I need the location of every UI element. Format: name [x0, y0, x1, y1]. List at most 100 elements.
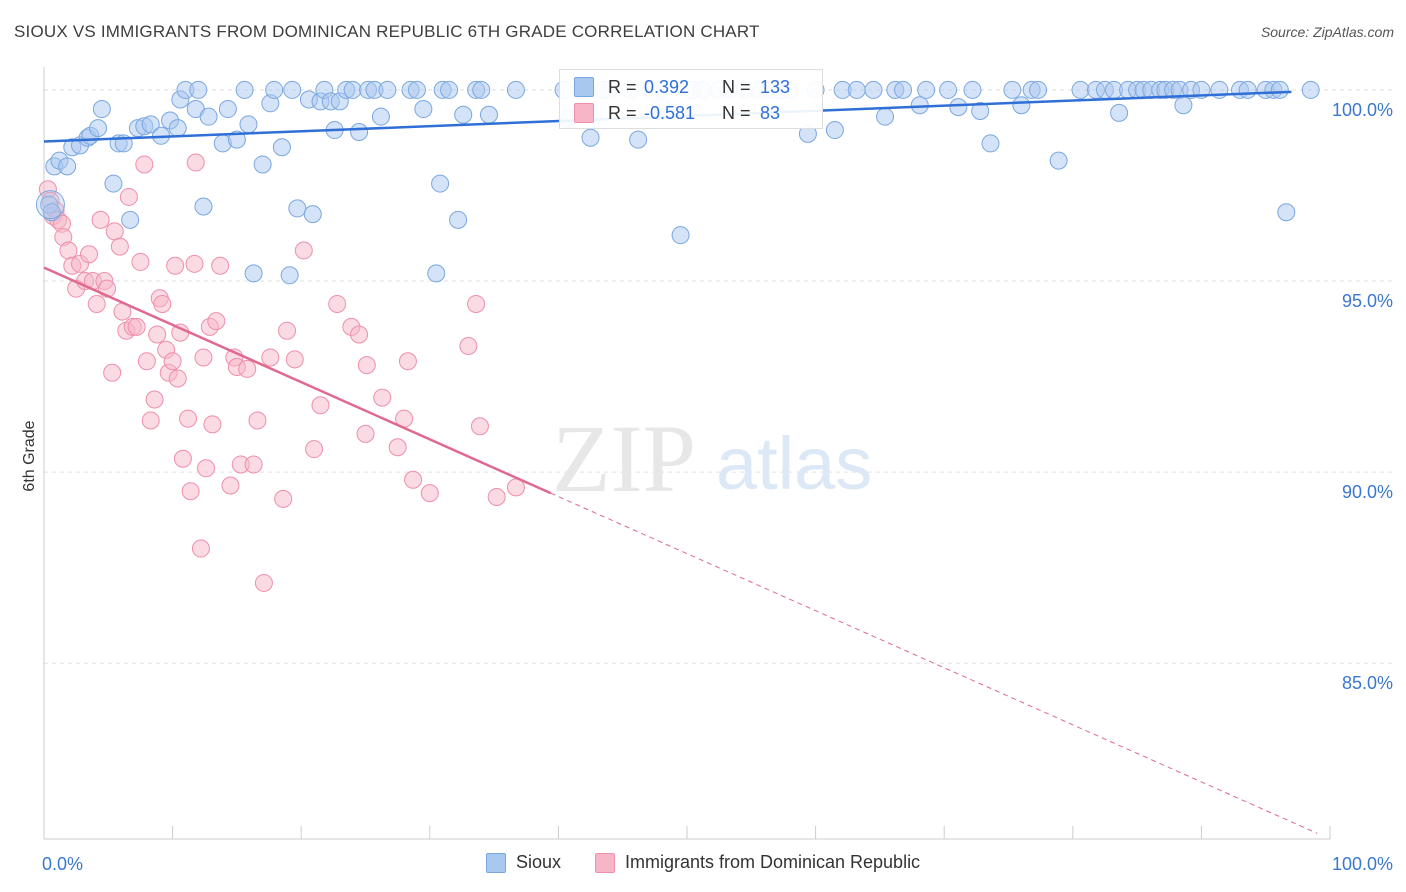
data-point-dominican	[166, 256, 185, 275]
data-point-dominican	[404, 470, 423, 489]
data-point-sioux	[971, 101, 990, 120]
data-point-sioux	[449, 210, 468, 229]
data-point-dominican	[305, 440, 324, 459]
data-point-sioux	[1174, 96, 1193, 115]
legend-label-sioux: Sioux	[515, 852, 561, 872]
data-point-sioux	[440, 80, 459, 99]
data-point-sioux	[1270, 80, 1289, 99]
series-dominican-points	[38, 153, 525, 592]
tick-labels: 100.0% 95.0% 90.0% 85.0% 0.0% 100.0%	[42, 100, 1393, 874]
data-point-dominican	[261, 348, 280, 367]
data-point-dominican	[91, 210, 110, 229]
data-point-dominican	[420, 484, 439, 503]
data-point-sioux	[414, 100, 433, 119]
data-point-sioux	[629, 130, 648, 149]
data-point-dominican	[373, 388, 392, 407]
data-point-dominican	[110, 237, 129, 256]
data-point-sioux	[89, 119, 108, 138]
data-point-sioux	[272, 138, 291, 157]
correlation-legend: R = 0.392 N = 133 R = -0.581 N = 83	[559, 69, 823, 129]
data-point-dominican	[211, 256, 230, 275]
data-point-sioux	[227, 130, 246, 149]
data-point-sioux	[141, 115, 160, 134]
data-point-sioux	[92, 100, 111, 119]
data-point-sioux	[168, 119, 187, 138]
y-tick-label: 90.0%	[1342, 482, 1393, 502]
data-point-sioux	[244, 264, 263, 283]
data-point-dominican	[207, 312, 226, 331]
legend-r-value: -0.581	[644, 102, 696, 123]
data-point-sioux	[431, 174, 450, 193]
data-point-sioux	[378, 80, 397, 99]
legend-swatch-dominican	[574, 103, 594, 123]
data-point-dominican	[145, 390, 164, 409]
legend-item-sioux[interactable]: Sioux	[485, 852, 561, 873]
data-point-sioux	[343, 80, 362, 99]
data-point-dominican	[311, 396, 330, 415]
data-point-dominican	[194, 348, 213, 367]
data-point-dominican	[173, 449, 192, 468]
data-point-dominican	[221, 476, 240, 495]
data-point-sioux	[671, 226, 690, 245]
legend-label-dominican: Immigrants from Dominican Republic	[624, 852, 921, 872]
data-point-sioux	[917, 80, 936, 99]
legend-swatch-dominican	[594, 852, 615, 873]
data-point-sioux	[283, 80, 302, 99]
legend-swatch-sioux	[485, 852, 506, 873]
legend-row-dominican: R = -0.581 N = 83	[574, 100, 780, 126]
watermark-zip: ZIP	[552, 405, 696, 512]
data-point-dominican	[185, 254, 204, 273]
data-point-dominican	[248, 411, 267, 430]
watermark: ZIP atlas	[552, 405, 872, 512]
data-point-sioux	[939, 80, 958, 99]
data-point-dominican	[127, 317, 146, 336]
data-point-sioux	[218, 100, 237, 119]
data-point-sioux	[1049, 151, 1068, 170]
data-point-dominican	[181, 482, 200, 501]
data-point-sioux	[194, 197, 213, 216]
legend-r-label: R =	[608, 76, 637, 97]
data-point-dominican	[137, 352, 156, 371]
data-point-dominican	[186, 153, 205, 172]
legend-n-label: N =	[722, 76, 751, 97]
data-point-sioux	[280, 266, 299, 285]
data-point-dominican	[285, 350, 304, 369]
data-point-dominican	[131, 252, 150, 271]
data-point-dominican	[487, 487, 506, 506]
data-point-sioux	[847, 80, 866, 99]
data-point-dominican	[80, 245, 99, 264]
data-point-dominican	[135, 155, 154, 174]
data-point-sioux	[1110, 103, 1129, 122]
x-tick-label: 0.0%	[42, 854, 83, 874]
data-point-sioux	[1301, 80, 1320, 99]
data-point-sioux	[1238, 80, 1257, 99]
trend-line-dominican-extrapolated	[550, 492, 1318, 834]
data-point-sioux	[58, 157, 77, 176]
data-point-dominican	[350, 325, 369, 344]
data-point-dominican	[191, 539, 210, 558]
data-point-sioux	[371, 107, 390, 126]
data-point-dominican	[294, 241, 313, 260]
data-point-dominican	[119, 187, 138, 206]
data-point-dominican	[459, 336, 478, 355]
legend-item-dominican[interactable]: Immigrants from Dominican Republic	[594, 852, 921, 873]
legend-n-value: 83	[760, 102, 781, 123]
data-point-sioux	[472, 80, 491, 99]
legend-r-label: R =	[608, 102, 637, 123]
x-tick-label: 100.0%	[1332, 854, 1393, 874]
data-point-sioux	[963, 80, 982, 99]
legend-row-sioux: R = 0.392 N = 133	[574, 74, 790, 100]
data-point-dominican	[388, 438, 407, 457]
data-point-sioux	[35, 190, 65, 220]
data-point-dominican	[274, 489, 293, 508]
data-point-dominican	[153, 294, 172, 313]
data-point-sioux	[121, 210, 140, 229]
data-point-dominican	[357, 356, 376, 375]
data-point-dominican	[467, 294, 486, 313]
data-point-dominican	[105, 222, 124, 241]
data-point-sioux	[199, 107, 218, 126]
data-point-dominican	[179, 409, 198, 428]
data-point-dominican	[398, 352, 417, 371]
y-tick-label: 100.0%	[1332, 100, 1393, 120]
data-point-dominican	[254, 573, 273, 592]
